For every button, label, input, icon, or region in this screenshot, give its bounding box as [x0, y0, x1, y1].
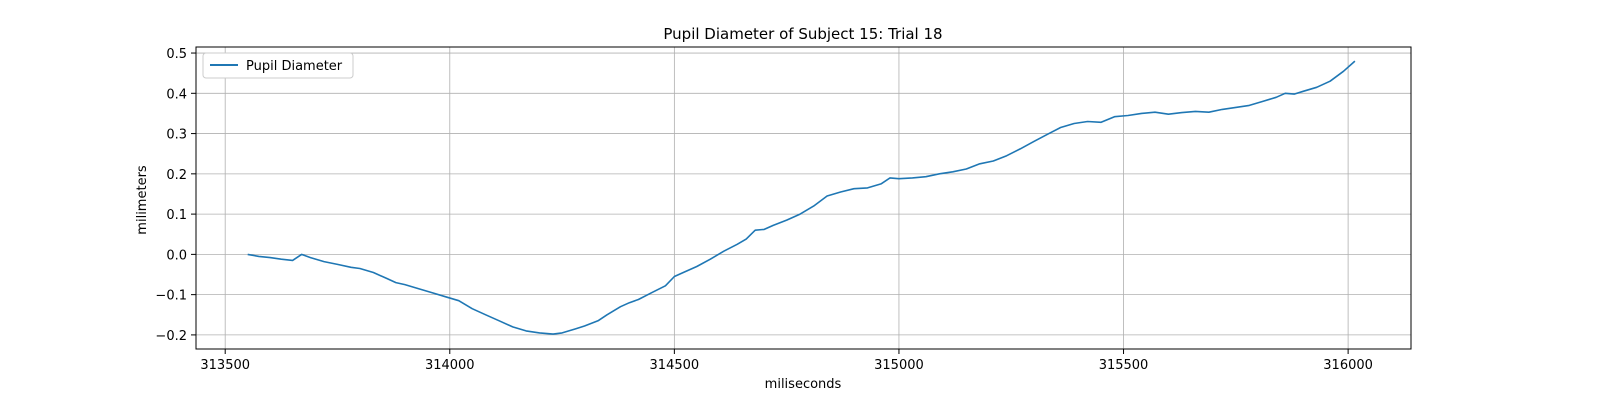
x-axis-label: miliseconds — [765, 377, 842, 392]
x-tick-label: 314500 — [650, 358, 700, 373]
plot-area — [195, 46, 1412, 350]
y-tick-label: 0.4 — [166, 87, 187, 102]
x-tick-label: 316000 — [1323, 358, 1373, 373]
axis-ticks: 313500 314000 314500 315000 315500 316000 −0.2… — [155, 47, 1373, 373]
y-tick-label: −0.2 — [155, 329, 187, 344]
legend-box — [202, 52, 354, 79]
y-tick-label: 0.3 — [166, 128, 187, 143]
y-tick-label: −0.1 — [155, 289, 187, 304]
legend-label: Pupil Diameter — [246, 59, 343, 74]
x-tick-label: 315500 — [1099, 358, 1149, 373]
legend: Pupil Diameter — [202, 52, 354, 79]
y-tick-label: 0.5 — [166, 47, 187, 62]
y-tick-label: 0.0 — [166, 248, 187, 263]
series-layer — [247, 60, 1356, 335]
y-axis-label: milimeters — [135, 165, 150, 235]
y-tick-label: 0.1 — [166, 208, 187, 223]
x-tick-label: 314000 — [425, 358, 475, 373]
y-tick-label: 0.2 — [166, 168, 187, 183]
x-tick-label: 315000 — [874, 358, 924, 373]
chart-title: Pupil Diameter of Subject 15: Trial 18 — [663, 25, 942, 43]
grid — [196, 47, 1411, 349]
x-tick-label: 313500 — [200, 358, 250, 373]
series-line-pupil-diameter — [247, 60, 1356, 335]
